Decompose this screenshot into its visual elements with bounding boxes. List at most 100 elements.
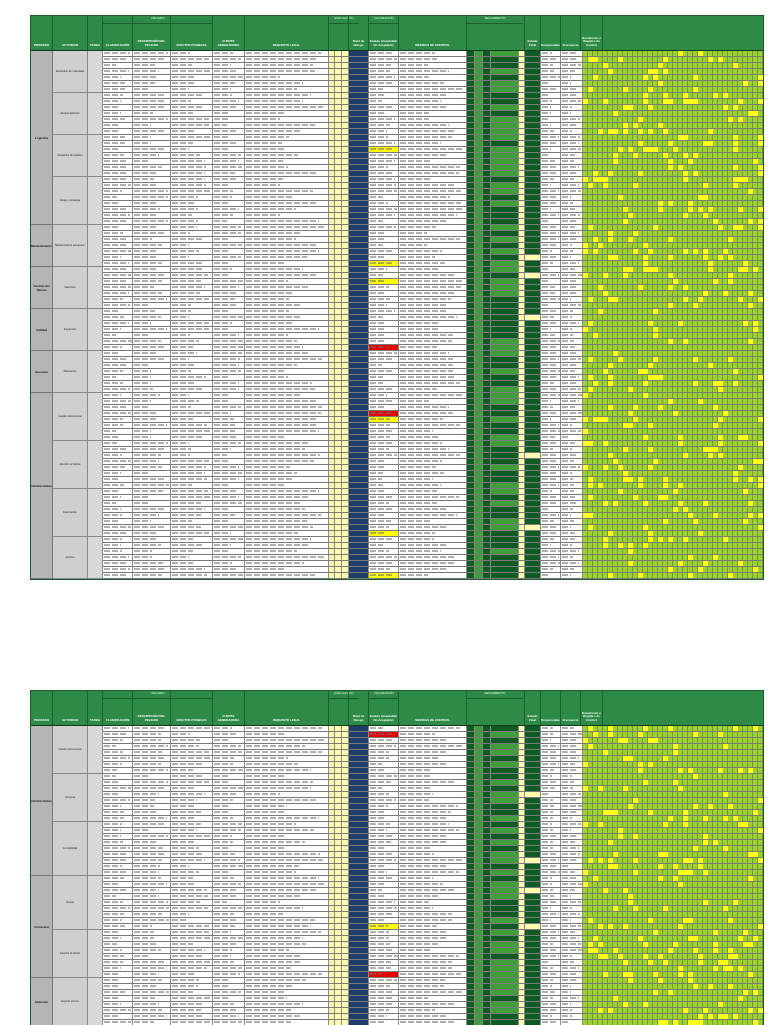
table-cell xyxy=(171,762,213,767)
table-cell xyxy=(133,828,171,833)
table-cell xyxy=(399,888,467,893)
table-cell xyxy=(369,75,399,80)
table-cell xyxy=(519,798,525,803)
table-cell xyxy=(541,828,561,833)
table-cell xyxy=(525,882,541,887)
table-cell xyxy=(349,243,369,248)
table-cell xyxy=(467,417,475,422)
table-cell xyxy=(213,141,245,146)
table-cell xyxy=(349,726,369,731)
table-cell xyxy=(491,81,519,86)
table-cell xyxy=(213,834,245,839)
table-cell xyxy=(491,948,519,953)
table-cell xyxy=(519,930,525,935)
table-cell xyxy=(335,798,342,803)
table-cell xyxy=(525,279,541,284)
header-seguimiento-group: SEGUIMIENTO xyxy=(467,16,523,24)
table-cell xyxy=(525,75,541,80)
table-cell xyxy=(491,423,519,428)
table-cell xyxy=(467,183,475,188)
indicator-cells xyxy=(583,285,763,290)
table-cell xyxy=(525,393,541,398)
table-row xyxy=(103,99,763,105)
table-cell xyxy=(349,117,369,122)
table-cell xyxy=(171,483,213,488)
table-cell xyxy=(483,345,491,350)
table-cell xyxy=(399,417,467,422)
table-cell xyxy=(245,954,329,959)
table-cell xyxy=(335,732,342,737)
indicator-cells xyxy=(583,834,763,839)
table-cell xyxy=(245,303,329,308)
table-cell xyxy=(475,339,483,344)
table-cell xyxy=(335,183,342,188)
table-cell xyxy=(213,309,245,314)
table-cell xyxy=(399,990,467,995)
activity-cell: Despacho de pedidos xyxy=(53,135,88,177)
table-cell xyxy=(491,768,519,773)
table-cell xyxy=(329,141,335,146)
table-cell xyxy=(133,201,171,206)
table-cell xyxy=(369,99,399,104)
table-cell xyxy=(245,291,329,296)
table-cell xyxy=(467,447,475,452)
table-cell xyxy=(349,990,369,995)
table-cell xyxy=(467,573,475,578)
table-cell xyxy=(475,792,483,797)
table-cell xyxy=(525,513,541,518)
table-cell xyxy=(342,792,349,797)
table-cell xyxy=(342,846,349,851)
table-cell xyxy=(245,225,329,230)
table-cell xyxy=(561,936,583,941)
table-cell xyxy=(561,561,583,566)
table-cell xyxy=(399,876,467,881)
table-cell xyxy=(491,315,519,320)
table-cell xyxy=(561,219,583,224)
header-peligro-group: PELIGRO xyxy=(103,691,213,699)
table-cell xyxy=(369,876,399,881)
table-cell xyxy=(349,399,369,404)
table-cell xyxy=(491,441,519,446)
table-cell xyxy=(399,111,467,116)
table-cell xyxy=(491,267,519,272)
table-cell xyxy=(467,327,475,332)
table-row xyxy=(103,531,763,537)
process-cell: Gerencia xyxy=(31,351,53,393)
table-cell xyxy=(329,333,335,338)
table-cell xyxy=(475,513,483,518)
table-cell xyxy=(329,549,335,554)
table-cell xyxy=(467,273,475,278)
table-cell xyxy=(561,870,583,875)
table-cell xyxy=(483,930,491,935)
table-cell xyxy=(133,726,171,731)
table-cell xyxy=(475,804,483,809)
table-cell xyxy=(541,375,561,380)
table-cell xyxy=(483,537,491,542)
table-cell xyxy=(399,141,467,146)
table-cell xyxy=(475,57,483,62)
table-cell xyxy=(329,543,335,548)
table-cell xyxy=(245,906,329,911)
table-cell xyxy=(519,429,525,434)
table-cell xyxy=(349,105,369,110)
table-cell xyxy=(245,261,329,266)
table-cell xyxy=(342,453,349,458)
table-cell xyxy=(329,195,335,200)
table-cell xyxy=(491,1014,519,1019)
table-cell xyxy=(369,171,399,176)
table-cell xyxy=(349,303,369,308)
table-cell xyxy=(519,768,525,773)
table-cell xyxy=(369,942,399,947)
table-cell xyxy=(475,333,483,338)
table-cell xyxy=(329,375,335,380)
table-cell xyxy=(329,357,335,362)
table-cell xyxy=(475,381,483,386)
table-cell xyxy=(335,267,342,272)
table-cell xyxy=(525,798,541,803)
table-cell xyxy=(342,864,349,869)
table-cell xyxy=(475,351,483,356)
table-cell xyxy=(342,111,349,116)
table-cell xyxy=(369,429,399,434)
table-cell xyxy=(519,810,525,815)
indicator-cells xyxy=(583,483,763,488)
